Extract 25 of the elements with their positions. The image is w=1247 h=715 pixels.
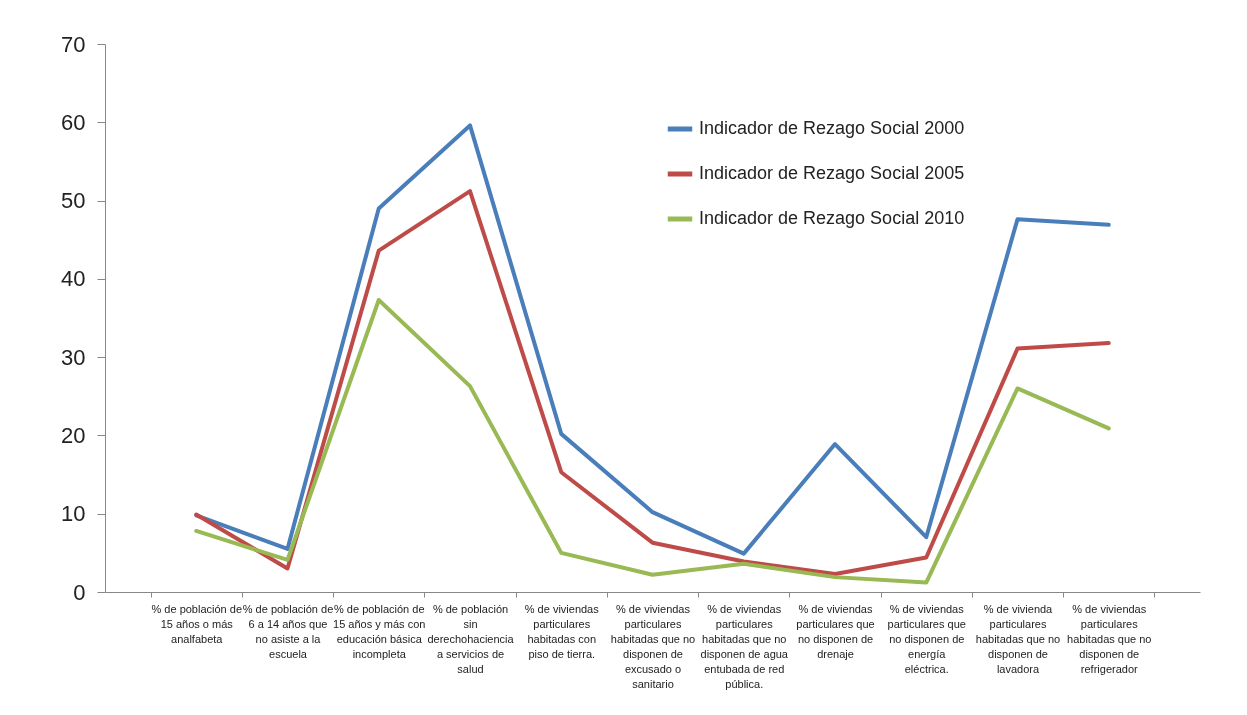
x-tick-label: % de viviendas particulares que no disponen de energía eléctrica. <box>887 602 966 675</box>
y-tick-label: 50 <box>61 188 86 214</box>
legend-label: Indicador de Rezago Social 2000 <box>699 118 965 138</box>
legend-label: Indicador de Rezago Social 2010 <box>699 208 965 228</box>
y-tick-label: 10 <box>61 501 86 527</box>
x-tick-label: % de población de 15 años o más analfabeta <box>151 602 243 645</box>
y-tick-label: 0 <box>73 579 86 605</box>
x-tick-label: % de población de 15 años y más con educación básica incompleta <box>333 602 426 660</box>
line-series <box>194 297 1111 585</box>
x-tick-label: % de vivienda particulares habitadas que no disponen de lavadora <box>975 602 1061 675</box>
x-tick-label: % de población sin derechohaciencia a servicios de salud <box>427 602 515 675</box>
x-tick-label: % de viviendas particulares habitadas que no disponen de excusado o sanitario <box>610 602 696 690</box>
x-tick-label: % de viviendas particulares habitadas que no disponen de agua entubada de red pública. <box>700 602 789 690</box>
y-tick-label: 60 <box>61 109 86 135</box>
line-series <box>194 189 1111 576</box>
x-tick-label: % de viviendas particulares habitadas que no disponen de refrigerador <box>1067 602 1152 675</box>
y-tick-label: 30 <box>61 344 86 370</box>
x-tick-label: % de viviendas particulares habitadas con piso de tierra. <box>524 602 600 660</box>
y-tick-label: 20 <box>61 422 86 448</box>
line-series <box>194 123 1111 556</box>
y-tick-label: 70 <box>61 31 86 57</box>
x-tick-label: % de población de 6 a 14 años que no asiste a la escuela <box>242 602 334 660</box>
legend-label: Indicador de Rezago Social 2005 <box>699 163 965 183</box>
x-tick-label: % de viviendas particulares que no disponen de drenaje <box>796 602 875 660</box>
y-tick-label: 40 <box>61 266 86 292</box>
